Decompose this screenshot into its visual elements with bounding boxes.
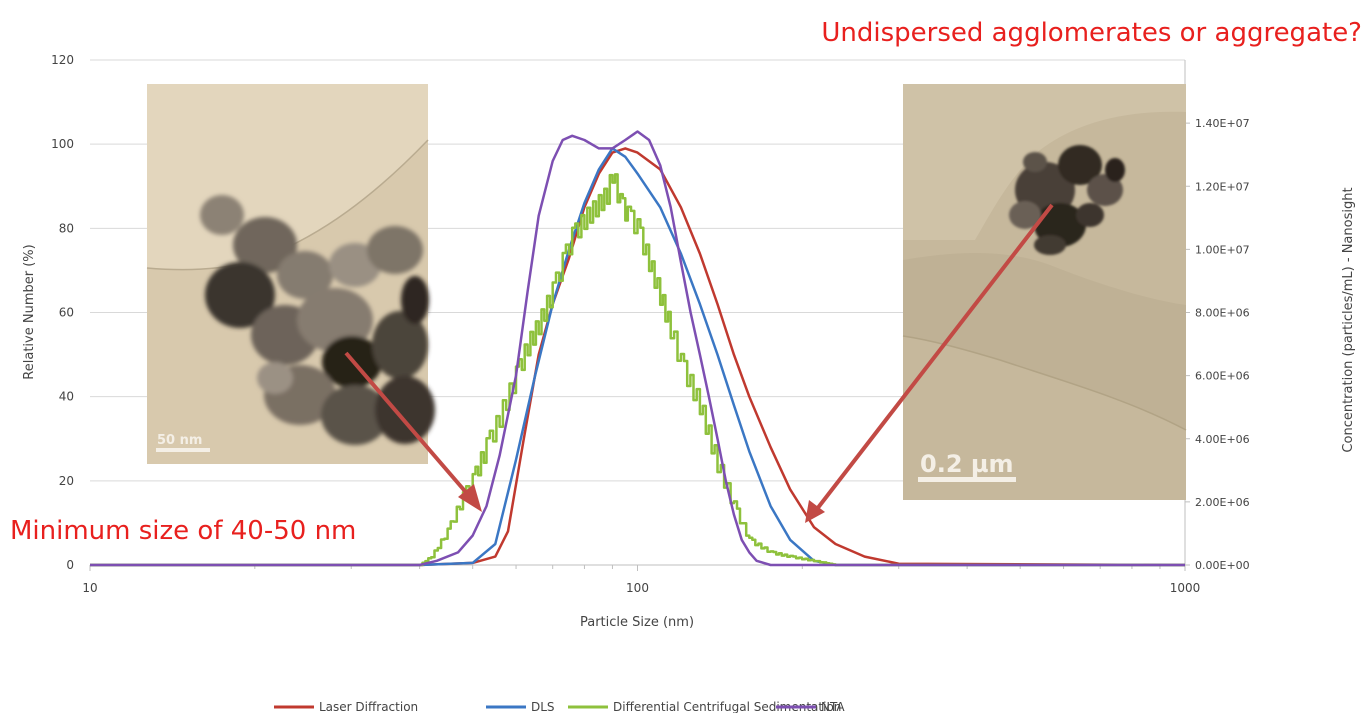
y-tick-labels: 0 20 40 60 80 100 120: [51, 53, 74, 572]
legend-label: NTA: [821, 700, 845, 713]
y-tick-label: 80: [59, 221, 74, 235]
tem-image-right: 0.2 µm: [902, 84, 1187, 500]
min-size-annotation: Minimum size of 40-50 nm: [10, 516, 356, 546]
x-tick-label: 100: [626, 581, 649, 595]
y2-tick-label: 1.00E+07: [1195, 243, 1250, 256]
arrow-right-shaft: [815, 203, 1054, 511]
y2-tick-label: 6.00E+06: [1195, 370, 1250, 383]
y2-tick-labels: 0.00E+00 2.00E+06 4.00E+06 6.00E+06 8.00E+06…: [1185, 117, 1250, 572]
y-tick-label: 120: [51, 53, 74, 67]
series-line: [90, 147, 1186, 567]
x-tick-label: 10: [82, 581, 97, 595]
legend-label: DLS: [531, 700, 555, 713]
y2-axis-title: Concentration (particles/mL) - Nanosight: [1341, 187, 1356, 452]
arrow-left-shaft: [344, 351, 472, 499]
series-line: [90, 147, 1185, 567]
y2-tick-label: 8.00E+06: [1195, 307, 1250, 320]
y-tick-label: 60: [59, 306, 74, 320]
y-tick-label: 100: [51, 137, 74, 151]
x-tick-labels: 10 100 1000: [82, 565, 1200, 595]
y2-tick-label: 4.00E+06: [1195, 433, 1250, 446]
scale-label-left: 50 nm: [157, 433, 202, 448]
arrow-left-head: [458, 484, 482, 512]
y2-tick-label: 1.20E+07: [1195, 180, 1250, 193]
agglomerate-annotation: Undispersed agglomerates or aggregate?: [821, 18, 1362, 48]
y2-tick-label: 2.00E+06: [1195, 496, 1250, 509]
arrow-right-head: [805, 500, 825, 523]
annotation-arrows: [344, 203, 1054, 523]
scale-label-right: 0.2 µm: [920, 450, 1014, 478]
tem-image-left: 50 nm: [146, 84, 435, 464]
y-tick-label: 20: [59, 474, 74, 488]
legend-label: Laser Diffraction: [319, 700, 418, 713]
y-tick-label: 40: [59, 390, 74, 404]
legend: Laser Diffraction DLS Differential Centrif…: [274, 700, 845, 713]
y2-tick-label: 0.00E+00: [1195, 559, 1250, 572]
legend-label: Differential Centrifugal Sedimentation: [613, 700, 841, 713]
y-axis-title: Relative Number (%): [22, 244, 37, 379]
y-tick-label: 0: [66, 558, 74, 572]
x-tick-label: 1000: [1170, 581, 1201, 595]
series-lines: [90, 130, 1186, 567]
series-line: [90, 130, 1185, 567]
y2-tick-label: 1.40E+07: [1195, 117, 1250, 130]
x-axis-title: Particle Size (nm): [580, 615, 694, 630]
